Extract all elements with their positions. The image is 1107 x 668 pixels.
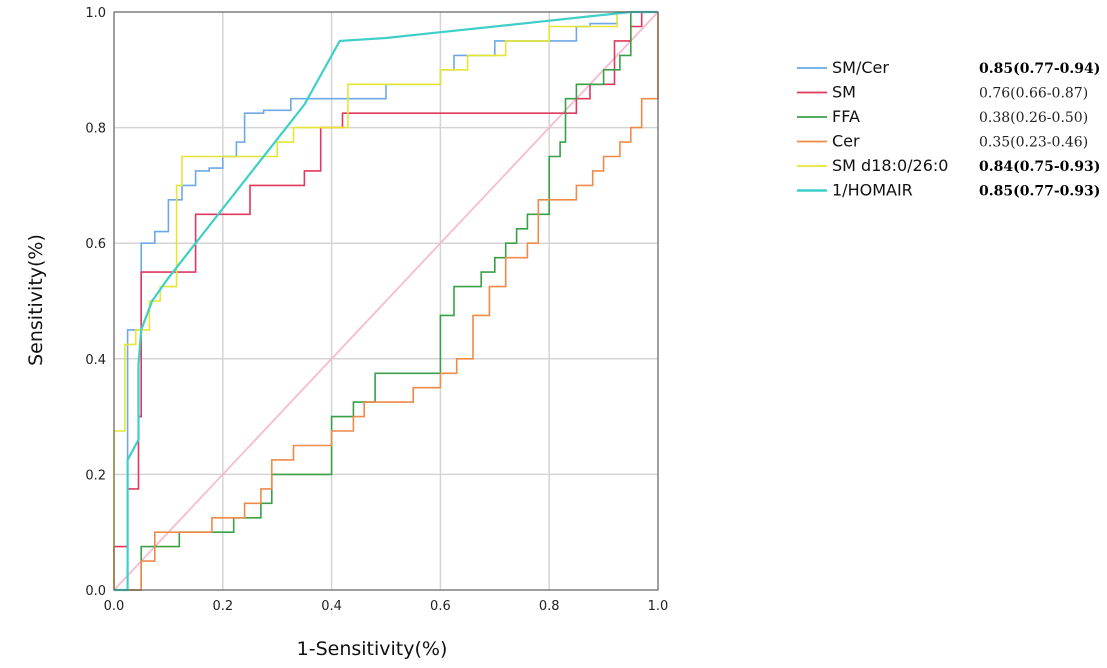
legend-auc-sm: 0.76(0.66-0.87) xyxy=(979,86,1088,102)
x-tick-label: 0.8 xyxy=(539,599,560,614)
y-tick-label: 0.4 xyxy=(85,353,106,368)
x-tick-label: 0.0 xyxy=(104,599,125,614)
legend-label-ffa: FFA xyxy=(832,107,860,126)
legend-auc-ffa: 0.38(0.26-0.50) xyxy=(979,110,1088,126)
series-lines xyxy=(113,10,659,592)
legend-auc-1-homair: 0.85(0.77-0.93) xyxy=(979,184,1100,200)
y-tick-label: 0.6 xyxy=(85,237,106,252)
series-line-1-homair xyxy=(114,10,658,592)
plot-frame xyxy=(113,11,659,591)
x-tick-label: 0.6 xyxy=(430,599,451,614)
tick-labels: 0.00.0 0.2 0.2 0.4 0.4 0.6 0.6 0.8 0.8 1.0 1.0 xyxy=(85,6,668,614)
legend-auc-sm-d18-0-26-0: 0.84(0.75-0.93) xyxy=(979,159,1100,175)
legend-label-sm: SM xyxy=(832,83,856,102)
series-line-sm-d18-0-26-0 xyxy=(113,11,658,590)
series-line-ffa xyxy=(114,11,658,591)
legend-label-sm-d18-0-26-0: SM d18:0/26:0 xyxy=(832,156,948,175)
reference-line-group xyxy=(113,11,659,591)
legend-auc-cer: 0.35(0.23-0.46) xyxy=(979,135,1088,151)
x-tick-label: 0.4 xyxy=(321,599,342,614)
y-tick-label: 0.8 xyxy=(85,122,106,137)
plot-border xyxy=(113,11,659,591)
x-axis-label: 1-Sensitivity(%) xyxy=(297,638,448,660)
x-tick-label: 0.2 xyxy=(212,599,233,614)
x-tick-label: 1.0 xyxy=(648,599,669,614)
y-tick-label: 0.0 xyxy=(85,584,106,599)
y-tick-label: 0.2 xyxy=(85,468,106,483)
legend-label-sm-cer: SM/Cer xyxy=(832,58,889,77)
legend-auc-sm-cer: 0.85(0.77-0.94) xyxy=(979,61,1100,77)
reference-diagonal xyxy=(113,11,659,591)
legend-label-1-homair: 1/HOMAIR xyxy=(832,181,913,200)
legend: SM/Cer 0.85(0.77-0.94) SM 0.76(0.66-0.87) FF… xyxy=(797,58,1100,200)
series-line-cer xyxy=(114,12,659,591)
y-axis-label: Sensitivity(%) xyxy=(25,234,47,366)
y-tick-label: 1.0 xyxy=(85,6,106,21)
legend-label-cer: Cer xyxy=(832,132,860,151)
